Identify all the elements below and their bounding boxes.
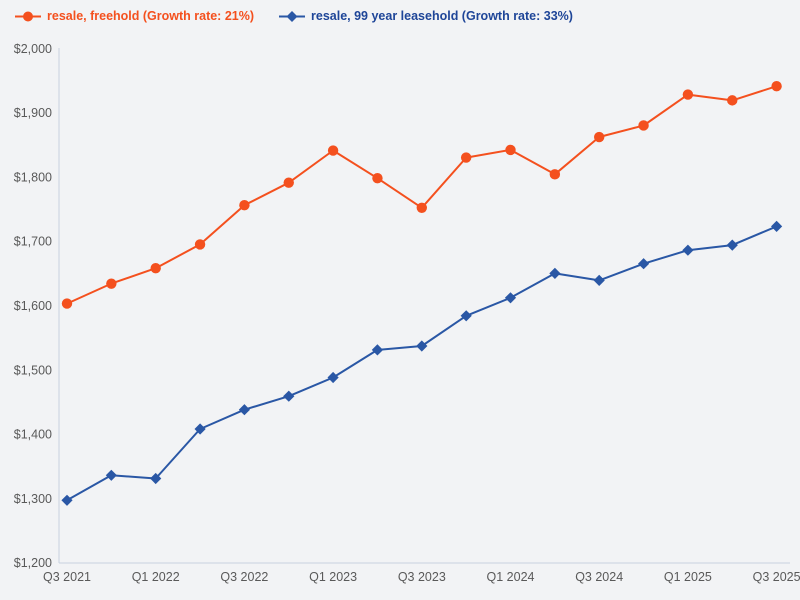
data-point-leasehold[interactable] [238, 404, 250, 416]
data-point-leasehold[interactable] [327, 371, 339, 384]
data-point-leasehold[interactable] [682, 244, 694, 256]
data-point-freehold[interactable] [150, 263, 161, 274]
data-point-leasehold[interactable] [105, 469, 117, 481]
data-point-leasehold[interactable] [549, 267, 561, 279]
data-point-freehold[interactable] [727, 95, 738, 106]
data-point-leasehold[interactable] [371, 344, 384, 356]
data-point-leasehold[interactable] [283, 390, 295, 402]
y-tick-label: $1,900 [14, 106, 52, 120]
data-point-leasehold[interactable] [504, 292, 517, 304]
data-point-freehold[interactable] [194, 239, 206, 250]
data-point-freehold[interactable] [106, 278, 117, 289]
y-tick-label: $1,400 [14, 428, 52, 442]
data-point-leasehold[interactable] [460, 310, 472, 322]
legend-item-freehold[interactable]: resale, freehold (Growth rate: 21%) [14, 9, 254, 24]
data-point-freehold[interactable] [61, 298, 73, 309]
series-line-freehold [66, 85, 777, 305]
circle-marker-icon [15, 11, 41, 22]
data-point-leasehold[interactable] [638, 258, 650, 270]
legend: resale, freehold (Growth rate: 21%) resal… [14, 9, 573, 24]
legend-item-leasehold[interactable]: resale, 99 year leasehold (Growth rate: … [278, 9, 573, 24]
y-tick-label: $2,000 [14, 42, 52, 56]
data-point-freehold[interactable] [594, 131, 605, 143]
data-point-leasehold[interactable] [150, 472, 162, 485]
diamond-marker-icon [279, 11, 306, 22]
data-point-freehold[interactable] [460, 152, 472, 163]
x-tick-label: Q3 2024 [575, 570, 623, 584]
x-tick-label: Q1 2023 [309, 570, 357, 584]
data-point-freehold[interactable] [549, 169, 561, 180]
legend-label: resale, freehold (Growth rate: 21%) [47, 9, 255, 23]
x-tick-label: Q3 2023 [398, 570, 446, 584]
data-point-freehold[interactable] [372, 172, 383, 184]
data-point-freehold[interactable] [771, 81, 782, 92]
x-tick-label: Q3 2025 [753, 570, 800, 584]
y-tick-label: $1,300 [14, 492, 52, 506]
data-point-leasehold[interactable] [416, 340, 428, 352]
data-point-freehold[interactable] [505, 144, 516, 156]
x-tick-label: Q3 2022 [220, 570, 268, 584]
data-point-leasehold[interactable] [194, 423, 206, 435]
x-tick-label: Q3 2021 [43, 570, 91, 584]
y-tick-label: $1,500 [14, 363, 52, 377]
data-point-freehold[interactable] [327, 145, 339, 156]
y-tick-label: $1,700 [14, 235, 52, 249]
data-point-leasehold[interactable] [61, 494, 73, 506]
data-point-freehold[interactable] [239, 199, 250, 211]
series-line-leasehold [66, 225, 777, 502]
data-point-leasehold[interactable] [771, 220, 783, 232]
y-tick-label: $1,200 [14, 556, 52, 570]
x-tick-label: Q1 2022 [132, 570, 180, 584]
y-tick-label: $1,600 [14, 299, 52, 313]
x-tick-label: Q1 2025 [664, 570, 712, 584]
data-point-freehold[interactable] [638, 120, 649, 131]
data-point-freehold[interactable] [416, 202, 427, 213]
data-point-freehold[interactable] [283, 177, 294, 188]
data-point-leasehold[interactable] [726, 239, 738, 251]
y-tick-label: $1,800 [14, 170, 52, 184]
x-tick-label: Q1 2024 [487, 570, 535, 584]
data-point-leasehold[interactable] [593, 274, 605, 286]
legend-label: resale, 99 year leasehold (Growth rate: … [311, 9, 573, 23]
data-point-freehold[interactable] [682, 89, 694, 100]
